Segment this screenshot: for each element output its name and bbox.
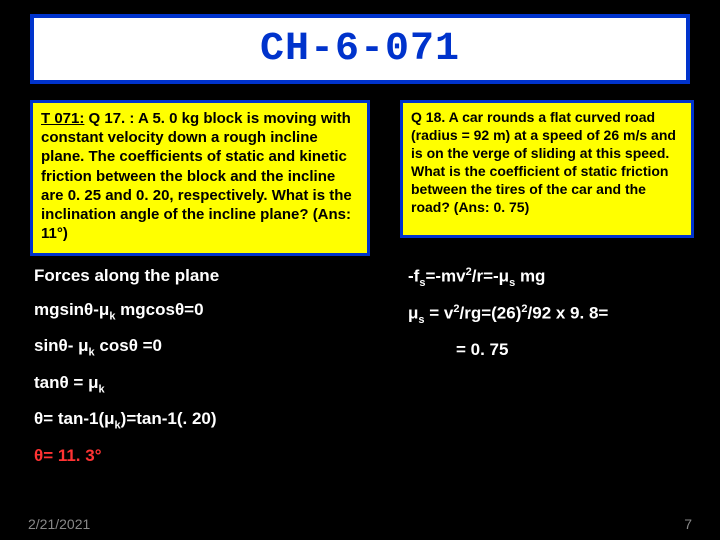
page-title: CH-6-071 xyxy=(260,27,460,72)
eq-part: tanθ = μ xyxy=(34,373,98,392)
footer-page: 7 xyxy=(684,516,692,532)
work-line: sinθ- μk cosθ =0 xyxy=(34,336,374,358)
eq-part: =-mv xyxy=(425,267,465,286)
eq-part: μ xyxy=(408,304,418,323)
q18-box: Q 18. A car rounds a flat curved road (r… xyxy=(400,100,694,238)
work-line: mgsinθ-μk mgcosθ=0 xyxy=(34,300,374,322)
q17-heading: Q 17. : xyxy=(89,110,135,127)
q17-work: Forces along the plane mgsinθ-μk mgcosθ=… xyxy=(34,266,374,480)
work-line: θ= tan-1(μk)=tan-1(. 20) xyxy=(34,409,374,431)
work-line: Forces along the plane xyxy=(34,266,374,286)
eq-part: )=tan-1(. 20) xyxy=(121,409,217,428)
q17-label: T 071: xyxy=(41,110,84,127)
eq-part: /r=-μ xyxy=(472,267,509,286)
footer-date: 2/21/2021 xyxy=(28,516,90,532)
eq-part: mgsinθ-μ xyxy=(34,300,109,319)
eq-part: θ= tan-1(μ xyxy=(34,409,115,428)
title-box: CH-6-071 xyxy=(30,14,690,84)
slide: CH-6-071 T 071: Q 17. : A 5. 0 kg block … xyxy=(0,0,720,540)
work-line: μs = v2/rg=(26)2/92 x 9. 8= xyxy=(408,303,698,326)
work-line: tanθ = μk xyxy=(34,373,374,395)
eq-part: /92 x 9. 8= xyxy=(528,304,609,323)
q18-work: -fs=-mv2/r=-μs mg μs = v2/rg=(26)2/92 x … xyxy=(408,266,698,374)
eq-part: mg xyxy=(515,267,545,286)
eq-sub: k xyxy=(98,383,104,395)
work-line: -fs=-mv2/r=-μs mg xyxy=(408,266,698,289)
eq-part: mgcosθ=0 xyxy=(115,300,203,319)
q17-text: A 5. 0 kg block is moving with constant … xyxy=(41,110,352,242)
work-answer: = 0. 75 xyxy=(408,340,698,360)
work-answer: θ= 11. 3° xyxy=(34,446,374,466)
eq-part: -f xyxy=(408,267,419,286)
eq-part: = v xyxy=(425,304,454,323)
eq-part: cosθ =0 xyxy=(95,336,162,355)
eq-part: sinθ- μ xyxy=(34,336,89,355)
eq-part: /rg=(26) xyxy=(460,304,522,323)
q18-text: Q 18. A car rounds a flat curved road (r… xyxy=(411,109,676,215)
q17-box: T 071: Q 17. : A 5. 0 kg block is moving… xyxy=(30,100,370,256)
